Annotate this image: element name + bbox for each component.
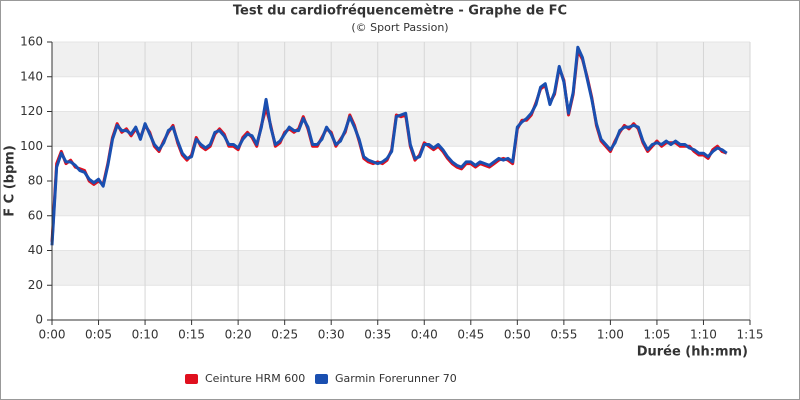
x-tick-label: 0:30: [318, 328, 345, 342]
y-tick-label: 160: [20, 35, 43, 49]
x-tick-label: 0:10: [132, 328, 159, 342]
y-tick-label: 20: [28, 278, 43, 292]
y-tick-label: 0: [35, 313, 43, 327]
band: [52, 181, 750, 216]
x-tick-label: 1:10: [690, 328, 717, 342]
y-tick-label: 100: [20, 139, 43, 153]
y-axis-label: F C (bpm): [3, 145, 18, 217]
chart-subtitle: (© Sport Passion): [351, 21, 448, 34]
chart-title: Test du cardiofréquencemètre - Graphe de…: [233, 4, 567, 19]
y-tick-label: 80: [28, 174, 43, 188]
legend-swatch: [185, 374, 198, 384]
x-tick-label: 0:55: [550, 328, 577, 342]
y-tick-label: 60: [28, 208, 43, 222]
x-tick-label: 0:00: [39, 328, 66, 342]
x-tick-label: 0:25: [271, 328, 298, 342]
x-tick-label: 1:05: [643, 328, 670, 342]
x-tick-label: 0:35: [364, 328, 391, 342]
axes: 0 20 40 60 80 100 120 140 160 0:00 0:05 0:10 0:15 0:2…: [20, 35, 763, 342]
legend-label: Garmin Forerunner 70: [335, 372, 457, 385]
x-tick-label: 0:45: [457, 328, 484, 342]
y-tick-label: 120: [20, 104, 43, 118]
x-tick-label: 1:15: [737, 328, 764, 342]
bands: [52, 42, 750, 286]
y-tick-label: 140: [20, 69, 43, 83]
x-axis-label: Durée (hh:mm): [637, 345, 748, 360]
band: [52, 42, 750, 77]
band: [52, 250, 750, 286]
x-tick-label: 0:05: [85, 328, 112, 342]
lines: [50, 45, 728, 246]
legend-label: Ceinture HRM 600: [205, 372, 305, 385]
series-line: [50, 45, 728, 246]
x-tick-label: 0:20: [225, 328, 252, 342]
x-tick-label: 0:40: [411, 328, 438, 342]
y-tick-label: 40: [28, 243, 43, 257]
legend: Ceinture HRM 600 Garmin Forerunner 70: [185, 372, 457, 385]
x-tick-label: 0:50: [504, 328, 531, 342]
x-tick-label: 1:00: [597, 328, 624, 342]
legend-swatch: [315, 374, 328, 384]
x-tick-label: 0:15: [178, 328, 205, 342]
